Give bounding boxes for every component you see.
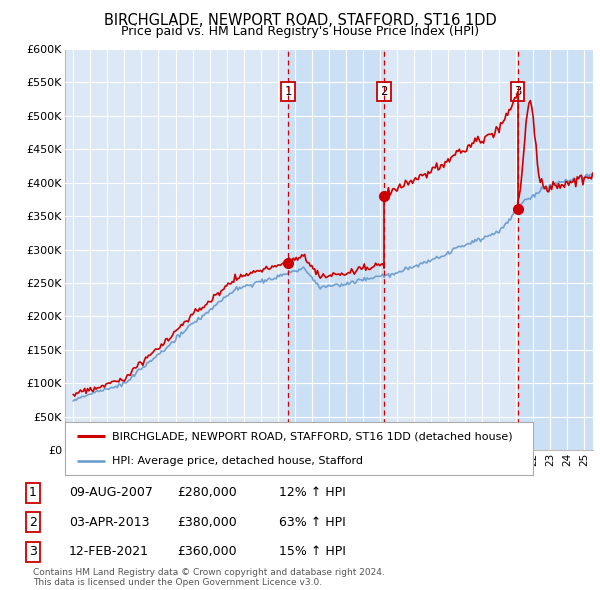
Text: 09-AUG-2007: 09-AUG-2007 xyxy=(69,486,153,499)
Text: Contains HM Land Registry data © Crown copyright and database right 2024.
This d: Contains HM Land Registry data © Crown c… xyxy=(33,568,385,587)
Text: 3: 3 xyxy=(29,545,37,558)
Text: Price paid vs. HM Land Registry's House Price Index (HPI): Price paid vs. HM Land Registry's House … xyxy=(121,25,479,38)
Text: 12% ↑ HPI: 12% ↑ HPI xyxy=(279,486,346,499)
Text: 12-FEB-2021: 12-FEB-2021 xyxy=(69,545,149,558)
Text: BIRCHGLADE, NEWPORT ROAD, STAFFORD, ST16 1DD: BIRCHGLADE, NEWPORT ROAD, STAFFORD, ST16… xyxy=(104,13,496,28)
Text: £360,000: £360,000 xyxy=(177,545,236,558)
Text: 03-APR-2013: 03-APR-2013 xyxy=(69,516,149,529)
Bar xyxy=(518,49,593,450)
Text: 3: 3 xyxy=(514,84,521,97)
Text: £380,000: £380,000 xyxy=(177,516,237,529)
Text: BIRCHGLADE, NEWPORT ROAD, STAFFORD, ST16 1DD (detached house): BIRCHGLADE, NEWPORT ROAD, STAFFORD, ST16… xyxy=(112,431,512,441)
Text: 63% ↑ HPI: 63% ↑ HPI xyxy=(279,516,346,529)
Bar xyxy=(288,49,384,450)
Text: 1: 1 xyxy=(29,486,37,499)
Text: HPI: Average price, detached house, Stafford: HPI: Average price, detached house, Staf… xyxy=(112,455,362,466)
Text: 2: 2 xyxy=(29,516,37,529)
Text: 15% ↑ HPI: 15% ↑ HPI xyxy=(279,545,346,558)
Text: 1: 1 xyxy=(284,84,292,97)
Text: £280,000: £280,000 xyxy=(177,486,237,499)
Text: 2: 2 xyxy=(380,84,388,97)
